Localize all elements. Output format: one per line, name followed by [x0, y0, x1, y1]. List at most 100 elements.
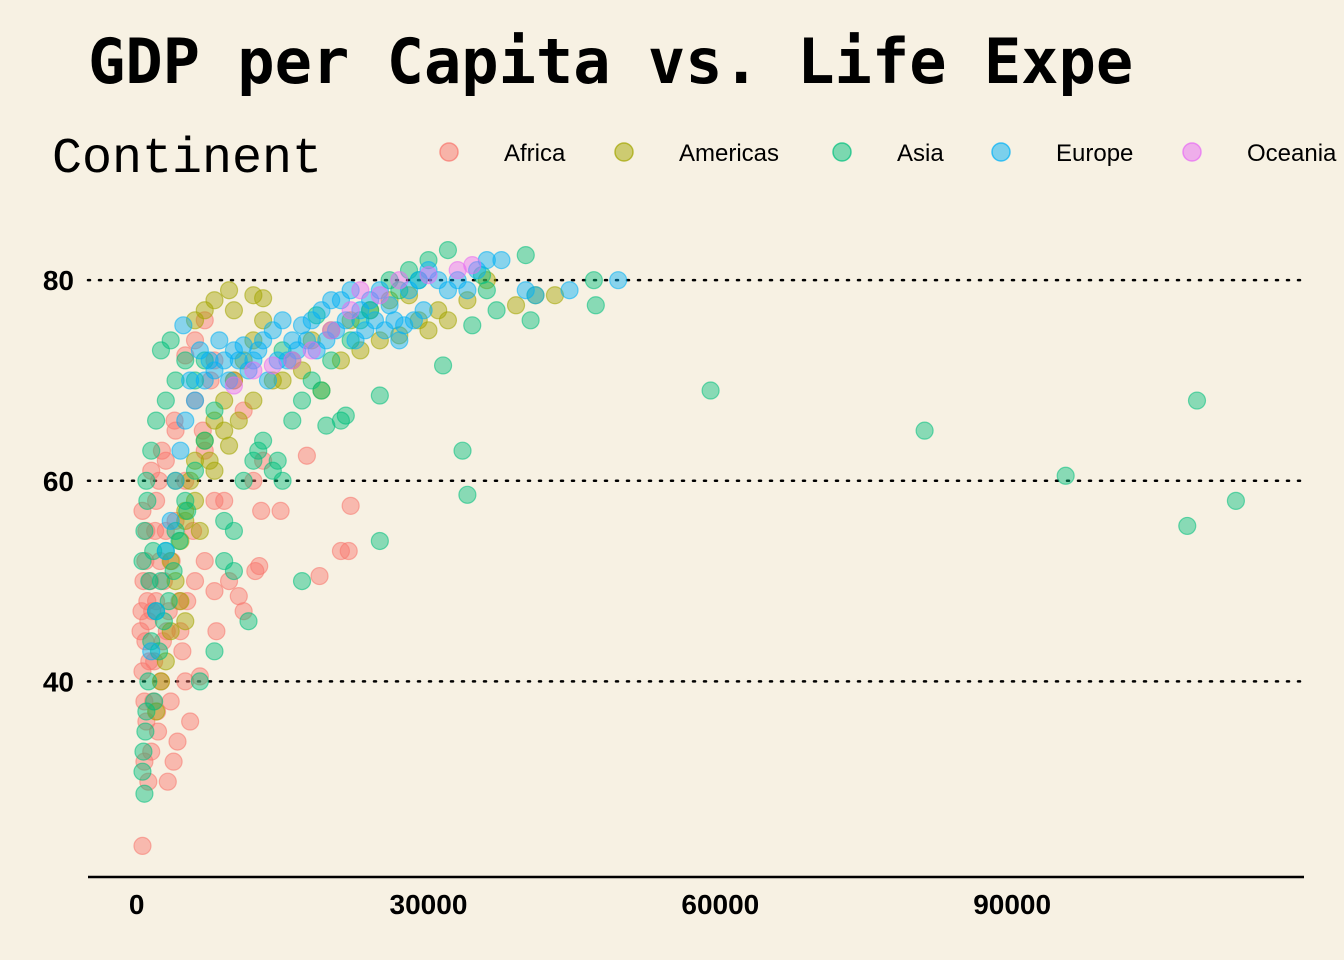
data-point-asia: [1226, 491, 1246, 510]
data-point-asia: [1178, 516, 1197, 536]
data-point-europe: [526, 286, 545, 305]
data-point-asia: [146, 411, 166, 430]
x-axis-ticks: 0 30000 60000 90000: [129, 889, 1051, 920]
data-point-asia: [390, 281, 409, 300]
data-point-asia: [516, 246, 535, 265]
data-point-europe: [516, 281, 535, 300]
data-point-africa: [341, 496, 360, 515]
legend-title: Continent: [52, 131, 322, 188]
data-point-europe: [174, 316, 193, 335]
data-point-africa: [176, 346, 195, 365]
data-point-europe: [239, 361, 258, 380]
data-point-europe: [176, 411, 195, 430]
legend-label-europe: Europe: [1056, 140, 1133, 167]
data-point-asia: [283, 411, 302, 430]
data-point-asia: [317, 416, 336, 435]
data-point-africa: [310, 566, 329, 586]
data-point-oceania: [419, 266, 438, 285]
data-point-asia: [292, 571, 312, 591]
data-point-oceania: [224, 376, 244, 395]
data-point-africa: [297, 446, 316, 465]
data-point-europe: [249, 341, 268, 360]
data-point-africa: [195, 551, 214, 571]
data-point-americas: [545, 286, 565, 305]
data-point-africa: [142, 461, 161, 480]
data-point-americas: [370, 331, 389, 350]
data-point-africa: [190, 667, 209, 686]
data-point-europe: [273, 311, 292, 330]
data-point-americas: [161, 622, 180, 641]
data-point-americas: [185, 451, 205, 470]
data-point-asia: [322, 351, 341, 370]
data-point-asia: [249, 441, 268, 460]
data-point-europe: [336, 311, 355, 330]
data-point-americas: [409, 311, 428, 330]
data-point-africa: [252, 501, 271, 520]
data-point-africa: [331, 541, 351, 561]
data-point-americas: [190, 521, 209, 541]
data-point-americas: [458, 291, 477, 310]
data-point-africa: [171, 622, 190, 641]
legend-label-oceania: Oceania: [1247, 140, 1337, 167]
data-point-americas: [205, 461, 224, 480]
data-point-africa: [185, 331, 205, 350]
data-point-oceania: [463, 256, 482, 275]
data-point-oceania: [302, 341, 321, 360]
data-point-americas: [399, 286, 419, 305]
data-point-asia: [254, 431, 273, 450]
legend-marker-asia: [832, 142, 852, 162]
data-point-asia: [453, 441, 472, 460]
data-point-europe: [322, 291, 341, 310]
data-point-asia: [463, 316, 482, 335]
data-point-americas: [156, 652, 175, 671]
data-point-asia: [307, 306, 326, 325]
data-point-africa: [164, 752, 183, 771]
chart-title: GDP per Capita vs. Life Expe: [88, 25, 1133, 98]
data-point-asia: [487, 301, 506, 320]
data-point-oceania: [448, 261, 467, 280]
data-point-asia: [915, 421, 934, 440]
data-point-africa: [244, 471, 263, 490]
data-point-asia: [584, 271, 603, 290]
data-point-europe: [385, 311, 404, 330]
data-point-asia: [292, 391, 312, 410]
data-point-asia: [477, 281, 496, 300]
data-point-asia: [701, 381, 720, 400]
data-point-europe: [492, 251, 511, 270]
data-point-africa: [165, 411, 184, 430]
data-point-africa: [181, 712, 200, 731]
data-point-europe: [171, 441, 190, 460]
data-point-asia: [178, 501, 197, 520]
data-point-europe: [609, 271, 628, 290]
data-point-europe: [458, 281, 477, 300]
data-point-africa: [156, 451, 175, 470]
data-point-europe: [210, 331, 229, 350]
data-point-asia: [149, 642, 169, 661]
data-point-asia: [205, 401, 224, 420]
data-point-africa: [178, 592, 197, 611]
data-point-americas: [244, 331, 263, 350]
data-point-africa: [157, 622, 176, 641]
data-point-americas: [506, 296, 526, 315]
data-point-oceania: [244, 361, 263, 380]
data-point-americas: [205, 291, 224, 310]
data-point-europe: [395, 316, 414, 335]
data-point-africa: [250, 556, 269, 576]
legend-marker-oceania: [1182, 142, 1202, 162]
y-tick-label: 60: [43, 466, 74, 497]
data-point-africa: [195, 311, 214, 330]
data-point-asia: [195, 431, 214, 450]
data-point-americas: [224, 371, 244, 390]
data-point-africa: [215, 491, 234, 510]
data-point-asia: [156, 391, 175, 410]
data-point-europe: [200, 351, 219, 370]
data-point-europe: [560, 281, 579, 300]
data-point-europe: [166, 471, 185, 490]
data-point-europe: [283, 331, 302, 350]
data-point-asia: [133, 762, 152, 781]
data-point-oceania: [351, 281, 370, 300]
data-point-asia: [239, 612, 258, 631]
data-point-asia: [458, 485, 477, 504]
legend-label-asia: Asia: [897, 140, 944, 167]
